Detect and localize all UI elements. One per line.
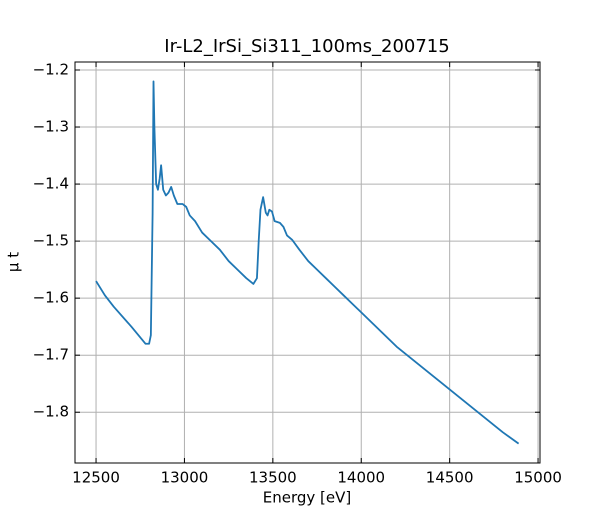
y-tick-label: −1.6 <box>33 289 69 307</box>
x-tick-label: 14500 <box>426 469 474 487</box>
y-tick-label: −1.2 <box>33 60 69 78</box>
y-tick-label: −1.7 <box>33 346 69 364</box>
chart-title: Ir-L2_IrSi_Si311_100ms_200715 <box>164 36 449 57</box>
y-tick-label: −1.4 <box>33 175 69 193</box>
x-tick-label: 15000 <box>514 469 562 487</box>
x-axis-label: Energy [eV] <box>263 489 351 507</box>
y-tick-label: −1.5 <box>33 232 69 250</box>
x-tick-label: 12500 <box>72 469 120 487</box>
data-line <box>95 80 520 445</box>
y-tick-label: −1.8 <box>33 403 69 421</box>
y-axis-label: μ t <box>5 252 23 272</box>
x-tick-label: 13000 <box>161 469 209 487</box>
x-tick-label: 14000 <box>337 469 385 487</box>
plot-frame <box>74 61 541 464</box>
y-tick-label: −1.3 <box>33 118 69 136</box>
x-tick-label: 13500 <box>249 469 297 487</box>
